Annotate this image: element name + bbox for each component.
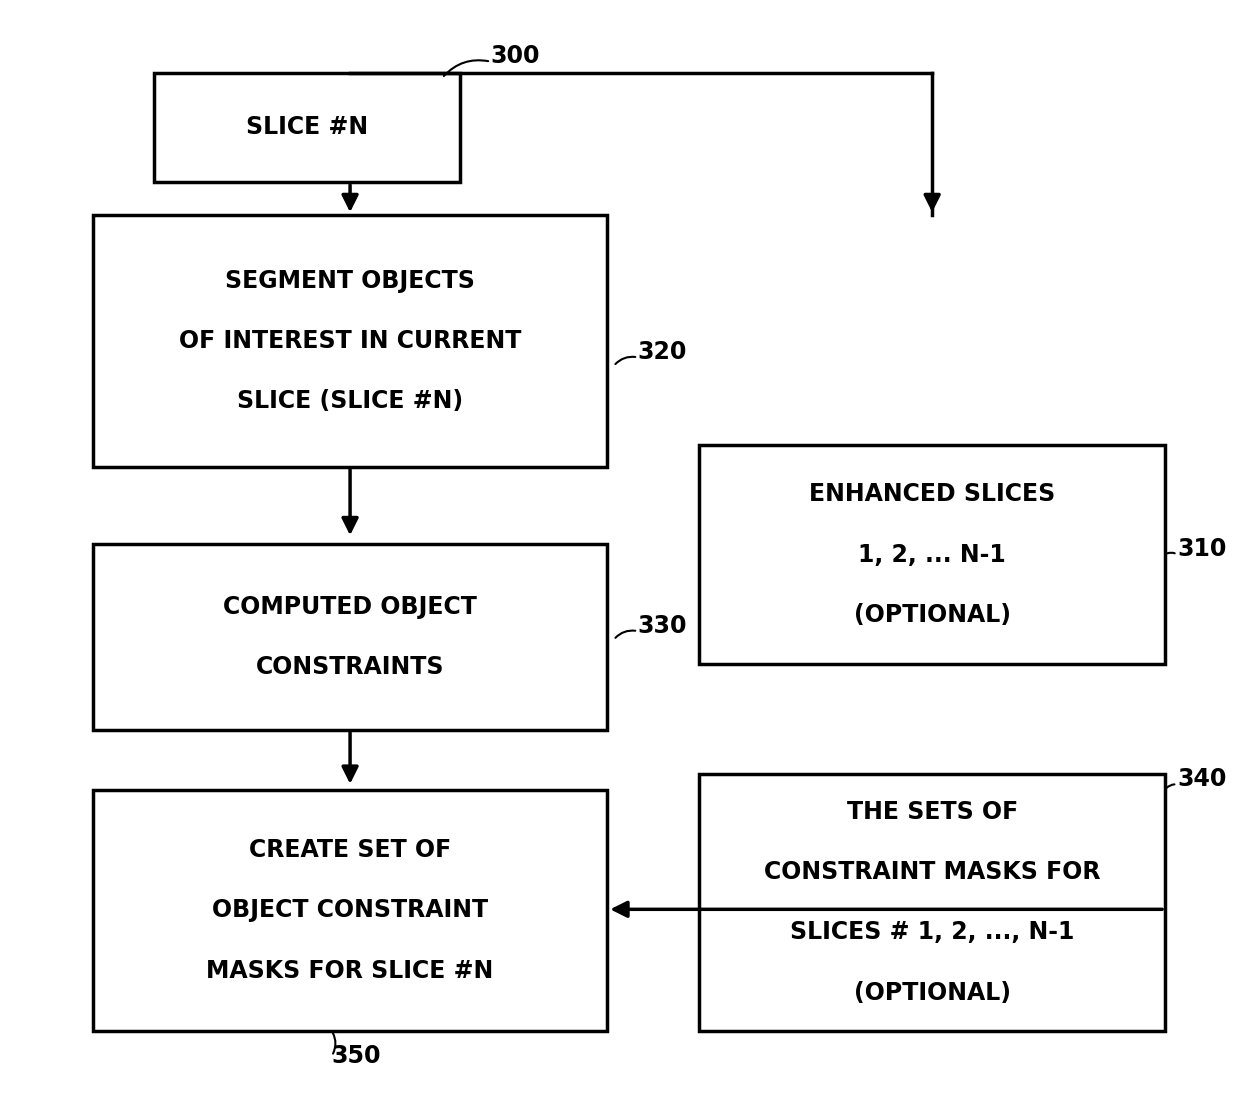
Text: SLICE (SLICE #N): SLICE (SLICE #N) <box>237 389 463 414</box>
Text: CREATE SET OF: CREATE SET OF <box>249 838 451 862</box>
Text: 320: 320 <box>637 339 687 364</box>
Text: THE SETS OF: THE SETS OF <box>847 800 1018 824</box>
Text: 350: 350 <box>331 1044 381 1068</box>
Bar <box>93 543 608 730</box>
Text: (OPTIONAL): (OPTIONAL) <box>853 980 1011 1005</box>
Bar <box>699 445 1166 664</box>
Text: 330: 330 <box>637 613 687 638</box>
Text: ENHANCED SLICES: ENHANCED SLICES <box>808 482 1055 507</box>
Text: (OPTIONAL): (OPTIONAL) <box>853 602 1011 627</box>
Bar <box>154 73 460 182</box>
Text: COMPUTED OBJECT: COMPUTED OBJECT <box>223 594 477 619</box>
Bar <box>699 773 1166 1031</box>
Bar <box>93 215 608 467</box>
Text: 1, 2, ... N-1: 1, 2, ... N-1 <box>858 542 1006 567</box>
Text: OF INTEREST IN CURRENT: OF INTEREST IN CURRENT <box>179 329 521 353</box>
Text: SLICE #N: SLICE #N <box>246 115 368 140</box>
Text: MASKS FOR SLICE #N: MASKS FOR SLICE #N <box>206 958 494 983</box>
Text: CONSTRAINTS: CONSTRAINTS <box>255 654 444 679</box>
Text: SEGMENT OBJECTS: SEGMENT OBJECTS <box>226 268 475 293</box>
Text: SLICES # 1, 2, ..., N-1: SLICES # 1, 2, ..., N-1 <box>790 920 1074 944</box>
Bar <box>93 790 608 1031</box>
Text: 340: 340 <box>1177 767 1226 791</box>
Text: 300: 300 <box>491 44 541 69</box>
Text: CONSTRAINT MASKS FOR: CONSTRAINT MASKS FOR <box>764 861 1100 884</box>
Text: 310: 310 <box>1177 537 1226 561</box>
Text: OBJECT CONSTRAINT: OBJECT CONSTRAINT <box>212 898 489 923</box>
